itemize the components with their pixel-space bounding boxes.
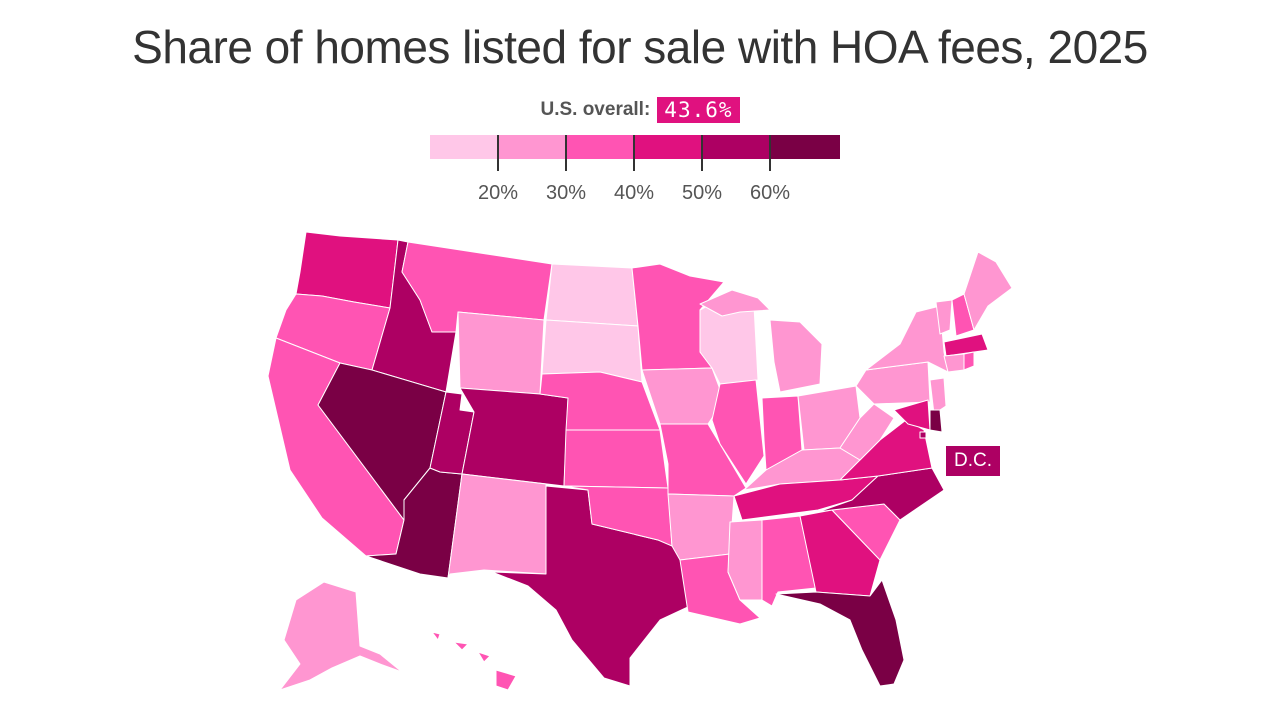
us-overall-label: U.S. overall: <box>540 99 651 120</box>
us-overall-value: 43.6% <box>657 97 740 123</box>
state-nj <box>929 377 947 415</box>
state-mt <box>401 241 553 333</box>
state-de <box>929 409 943 433</box>
state-mo <box>659 423 747 497</box>
dc-callout-label: D.C. <box>946 446 1000 476</box>
chart-title: Share of homes listed for sale with HOA … <box>132 21 1148 73</box>
state-ak <box>279 581 403 691</box>
state-nc <box>817 467 945 521</box>
state-nd <box>545 263 639 327</box>
state-wy <box>457 311 545 395</box>
legend-bin <box>430 135 498 159</box>
legend-bin <box>566 135 634 159</box>
state-pa <box>855 361 931 405</box>
state-ri <box>963 351 975 371</box>
state-ct <box>943 353 965 373</box>
legend-tick-label: 40% <box>613 182 655 204</box>
state-il <box>711 379 765 485</box>
legend-tick <box>633 135 635 171</box>
state-me <box>963 251 1013 331</box>
legend-tick <box>769 135 771 171</box>
state-mi <box>699 289 823 393</box>
state-wv <box>839 403 895 461</box>
legend-bin <box>702 135 770 159</box>
state-ma <box>943 333 989 357</box>
state-nm <box>447 473 547 579</box>
state-ks <box>563 429 669 489</box>
state-md <box>893 399 931 431</box>
state-dc <box>919 431 927 439</box>
state-ar <box>667 493 735 561</box>
us-overall: U.S. overall: 43.6% <box>0 97 1280 123</box>
legend-tick <box>701 135 703 171</box>
legend-tick-label: 50% <box>681 182 723 204</box>
state-ms <box>727 519 763 601</box>
legend-tick-label: 60% <box>749 182 791 204</box>
legend-tick <box>497 135 499 171</box>
legend-bin <box>634 135 702 159</box>
state-fl <box>775 579 905 687</box>
state-vt <box>935 299 953 335</box>
state-ny <box>865 305 949 373</box>
legend-tick-label: 30% <box>545 182 587 204</box>
color-legend: 20% 30% 40% 50% 60% <box>430 135 840 205</box>
state-co <box>459 387 569 487</box>
state-hi <box>431 631 517 691</box>
legend-bin <box>498 135 566 159</box>
legend-bin <box>770 135 840 159</box>
legend-tick <box>565 135 567 171</box>
legend-tick-label: 20% <box>477 182 519 204</box>
